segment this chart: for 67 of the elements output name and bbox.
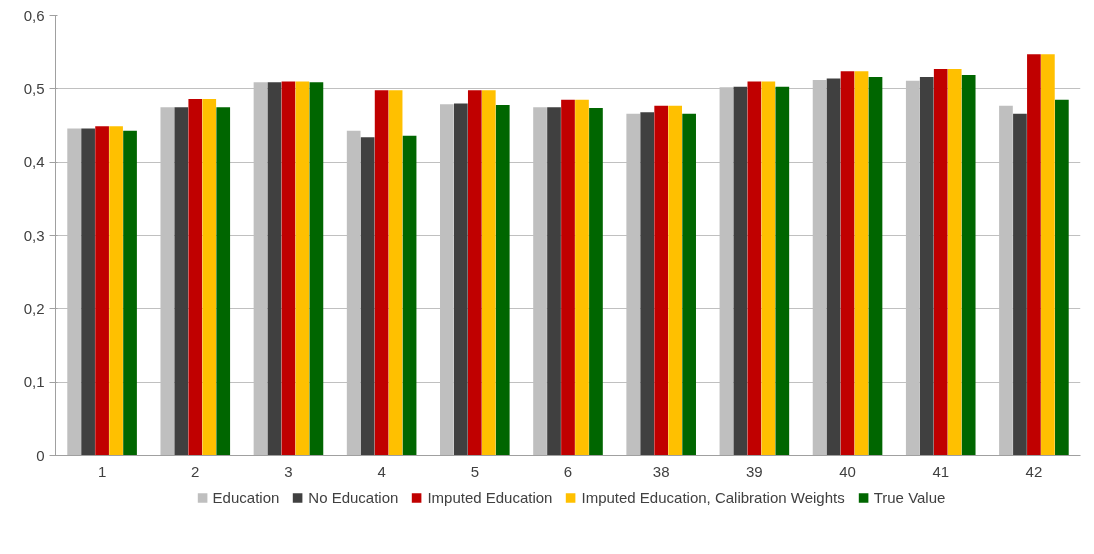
x-tick-label: 1 (97, 462, 107, 480)
bar (81, 128, 95, 456)
bar (402, 135, 417, 456)
bar (868, 77, 883, 456)
legend-label: No Education (308, 488, 399, 506)
bar (1041, 54, 1055, 456)
x-tick-label: 6 (563, 462, 573, 480)
y-tick-label: 0,4 (23, 153, 45, 171)
bar (123, 130, 137, 456)
bar (188, 99, 203, 456)
bar (826, 78, 841, 456)
bar (840, 71, 855, 456)
y-tick-label: 0 (36, 446, 45, 464)
bar (933, 69, 948, 456)
bar (589, 107, 603, 456)
x-tick-label: 2 (191, 462, 200, 480)
bar (561, 99, 575, 456)
x-tick-label: 3 (284, 462, 293, 480)
bar (668, 105, 683, 456)
bar (374, 90, 389, 456)
bar (575, 99, 589, 456)
bar (547, 107, 561, 456)
bar (919, 77, 934, 456)
bar (654, 105, 669, 456)
y-tick-label: 0,2 (23, 299, 45, 317)
x-tick-label: 5 (470, 462, 479, 480)
legend-label: Imputed Education (427, 488, 553, 506)
x-tick-label: 42 (1025, 462, 1043, 480)
bar (174, 107, 189, 456)
bar (281, 81, 296, 456)
y-tick-label: 0,5 (23, 79, 45, 97)
bar (295, 81, 310, 456)
bar (109, 126, 123, 456)
legend-label: Imputed Education, Calibration Weights (581, 488, 845, 506)
x-tick-label: 4 (377, 462, 386, 480)
legend-label: Education (212, 488, 280, 506)
x-tick-label: 40 (839, 462, 856, 480)
bar (640, 112, 655, 456)
bar (961, 74, 976, 456)
bar (309, 82, 324, 456)
bar (854, 71, 869, 456)
bar (1013, 113, 1027, 456)
y-tick-label: 0,3 (23, 226, 45, 244)
bar (453, 103, 468, 456)
bar (481, 90, 496, 456)
x-tick-label: 41 (932, 462, 950, 480)
bar (360, 137, 375, 456)
bar (775, 86, 790, 456)
bar (202, 99, 217, 456)
bar (733, 86, 748, 456)
bar (495, 104, 510, 456)
bar (1027, 54, 1041, 456)
bar (95, 126, 109, 456)
bar (947, 69, 962, 456)
legend-label: True Value (873, 488, 946, 506)
bar (682, 113, 696, 456)
bar (761, 81, 776, 456)
bar (1055, 99, 1069, 456)
bar (267, 82, 282, 456)
x-tick-label: 39 (746, 462, 763, 480)
bar (388, 90, 403, 456)
bar (747, 81, 762, 456)
bar (467, 90, 482, 456)
bar (216, 107, 231, 456)
y-tick-label: 0,6 (23, 6, 45, 24)
y-tick-label: 0,1 (23, 373, 45, 391)
x-tick-label: 38 (652, 462, 670, 480)
